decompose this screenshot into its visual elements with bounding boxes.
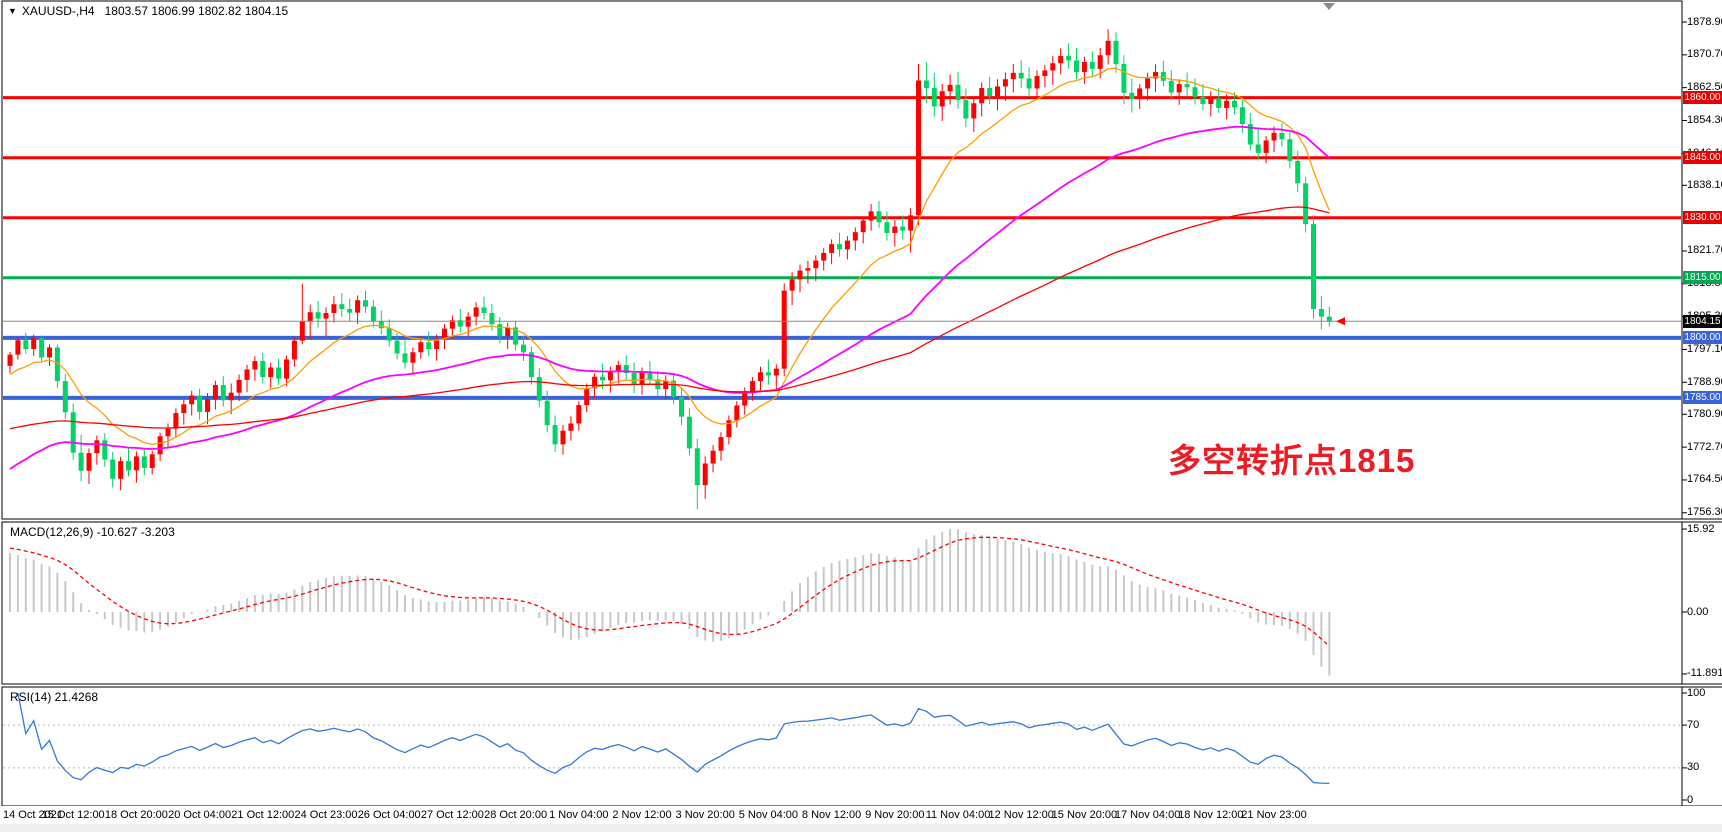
- date-label-8: 28 Oct 20:00: [484, 809, 548, 821]
- date-label-17: 15 Nov 20:00: [1051, 809, 1118, 821]
- main-panel-frame: [1, 0, 1683, 520]
- window-footer: [0, 824, 1722, 832]
- date-label-19: 18 Nov 12:00: [1178, 809, 1244, 821]
- price-tick-1788.90: 1788.90: [1687, 375, 1722, 388]
- date-label-9: 1 Nov 04:00: [549, 809, 609, 821]
- price-tick-1870.70: 1870.70: [1687, 48, 1722, 61]
- rsi-tick-100: 100: [1687, 686, 1706, 699]
- date-label-12: 5 Nov 04:00: [738, 809, 799, 821]
- macd-panel-frame: [1, 521, 1683, 685]
- date-label-11: 3 Nov 20:00: [675, 809, 735, 821]
- rsi-tick-70: 70: [1687, 718, 1700, 731]
- macd-indicator-label: MACD(12,26,9) -10.627 -3.203: [10, 525, 175, 539]
- symbol-title: XAUUSD-,H4: [21, 4, 95, 18]
- price-tick-1797.10: 1797.10: [1687, 342, 1722, 355]
- rsi-layer: [3, 692, 1681, 785]
- macd-tick-15.92: 15.92: [1687, 522, 1715, 535]
- price-tick-1780.90: 1780.90: [1687, 407, 1722, 420]
- price-badge-1815.00[interactable]: 1815.00: [1683, 271, 1722, 285]
- rsi-panel-frame: [1, 686, 1683, 807]
- date-label-6: 26 Oct 04:00: [357, 809, 421, 821]
- macd-signal-line: [9, 536, 1330, 647]
- date-label-0: 14 Oct 2021: [3, 809, 63, 821]
- last-price-pointer: [1336, 317, 1345, 326]
- rsi-indicator-label: RSI(14) 21.4268: [10, 690, 99, 704]
- macd-tick-0.00: 0.00: [1687, 605, 1709, 618]
- price-tick-1756.30: 1756.30: [1687, 506, 1722, 519]
- price-badge-1830.00[interactable]: 1830.00: [1683, 211, 1722, 225]
- current-price-badge[interactable]: 1804.15: [1683, 314, 1722, 328]
- ma-slow: [9, 206, 1330, 430]
- date-label-15: 11 Nov 04:00: [925, 809, 991, 821]
- price-tick-1821.70: 1821.70: [1687, 244, 1722, 257]
- main-chart-layer: [3, 29, 1681, 510]
- ma-mid: [9, 125, 1330, 470]
- price-badge-1860.00[interactable]: 1860.00: [1683, 91, 1722, 105]
- chart-shift-marker: [1323, 3, 1335, 10]
- macd-layer: [9, 528, 1331, 676]
- date-label-16: 12 Nov 12:00: [988, 809, 1054, 821]
- rsi-tick-0: 0: [1687, 793, 1694, 806]
- date-label-5: 24 Oct 23:00: [294, 809, 358, 821]
- date-label-18: 17 Nov 04:00: [1114, 809, 1181, 821]
- chart-annotation-text: 多空转折点1815: [1168, 442, 1416, 479]
- price-axis[interactable]: 1878.901870.701862.501854.301846.101838.…: [1683, 0, 1722, 806]
- price-badge-1785.00[interactable]: 1785.00: [1683, 391, 1722, 405]
- price-tick-1838.10: 1838.10: [1687, 178, 1722, 191]
- date-label-7: 27 Oct 12:00: [420, 809, 484, 821]
- price-tick-1878.90: 1878.90: [1687, 15, 1722, 28]
- date-label-20: 21 Nov 23:00: [1241, 809, 1307, 821]
- date-label-4: 21 Oct 12:00: [231, 809, 295, 821]
- price-tick-1764.50: 1764.50: [1687, 473, 1722, 486]
- rsi-line: [17, 692, 1330, 785]
- date-label-14: 9 Nov 20:00: [865, 809, 925, 821]
- price-tick-1854.30: 1854.30: [1687, 113, 1722, 126]
- date-label-3: 20 Oct 04:00: [168, 809, 232, 821]
- date-label-2: 18 Oct 20:00: [104, 809, 168, 821]
- symbol-ohlc-values: 1803.57 1806.99 1802.82 1804.15: [104, 4, 289, 18]
- ma-fast: [9, 67, 1330, 446]
- price-badge-1800.00[interactable]: 1800.00: [1683, 331, 1722, 345]
- rsi-tick-30: 30: [1687, 761, 1700, 774]
- date-label-10: 2 Nov 12:00: [612, 809, 672, 821]
- symbol-info: ▼ XAUUSD-,H4 1803.57 1806.99 1802.82 1804.…: [8, 4, 288, 18]
- date-label-1: 15 Oct 12:00: [41, 809, 105, 821]
- macd-tick--11.891: -11.891: [1687, 667, 1722, 680]
- price-tick-1862.50: 1862.50: [1687, 81, 1722, 94]
- time-axis[interactable]: 14 Oct 2021 15 Oct 12:00 18 Oct 20:00 20 Oc…: [0, 806, 1722, 824]
- symbol-dropdown-icon[interactable]: ▼: [8, 6, 17, 16]
- price-badge-1845.00[interactable]: 1845.00: [1683, 151, 1722, 165]
- price-tick-1772.70: 1772.70: [1687, 440, 1722, 453]
- date-label-13: 8 Nov 12:00: [801, 809, 862, 821]
